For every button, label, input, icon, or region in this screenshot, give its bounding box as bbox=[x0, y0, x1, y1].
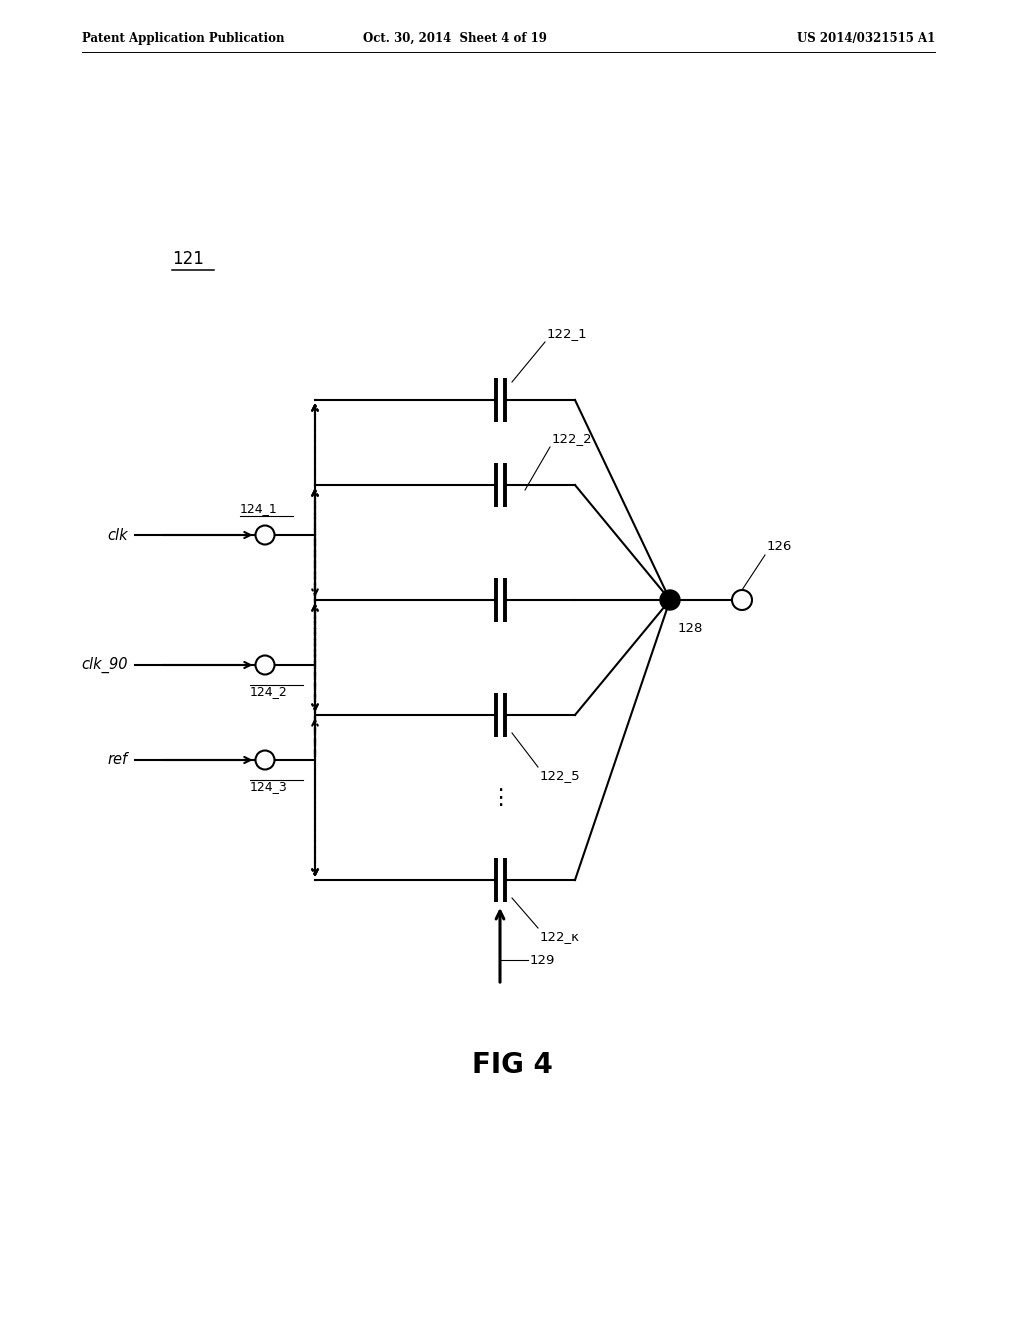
Text: FIG 4: FIG 4 bbox=[472, 1051, 552, 1078]
Text: 122_κ: 122_κ bbox=[540, 931, 580, 942]
Circle shape bbox=[256, 656, 274, 675]
Text: clk: clk bbox=[108, 528, 128, 543]
Text: 129: 129 bbox=[530, 953, 555, 966]
Circle shape bbox=[256, 751, 274, 770]
Text: 121: 121 bbox=[172, 249, 204, 268]
Text: 126: 126 bbox=[767, 540, 793, 553]
Text: 124_3: 124_3 bbox=[250, 780, 288, 793]
Text: clk_90: clk_90 bbox=[82, 657, 128, 673]
Text: 122_5: 122_5 bbox=[540, 770, 581, 781]
Text: ⋮: ⋮ bbox=[488, 788, 511, 808]
Text: 124_2: 124_2 bbox=[250, 685, 288, 698]
Text: US 2014/0321515 A1: US 2014/0321515 A1 bbox=[797, 32, 935, 45]
Circle shape bbox=[732, 590, 752, 610]
Text: ref: ref bbox=[108, 752, 128, 767]
Text: 122_1: 122_1 bbox=[547, 327, 588, 341]
Circle shape bbox=[660, 590, 680, 610]
Text: Patent Application Publication: Patent Application Publication bbox=[82, 32, 285, 45]
Text: 124_1: 124_1 bbox=[240, 502, 278, 515]
Text: 122_2: 122_2 bbox=[552, 432, 593, 445]
Text: Oct. 30, 2014  Sheet 4 of 19: Oct. 30, 2014 Sheet 4 of 19 bbox=[364, 32, 547, 45]
Circle shape bbox=[256, 525, 274, 544]
Text: 128: 128 bbox=[678, 622, 703, 635]
